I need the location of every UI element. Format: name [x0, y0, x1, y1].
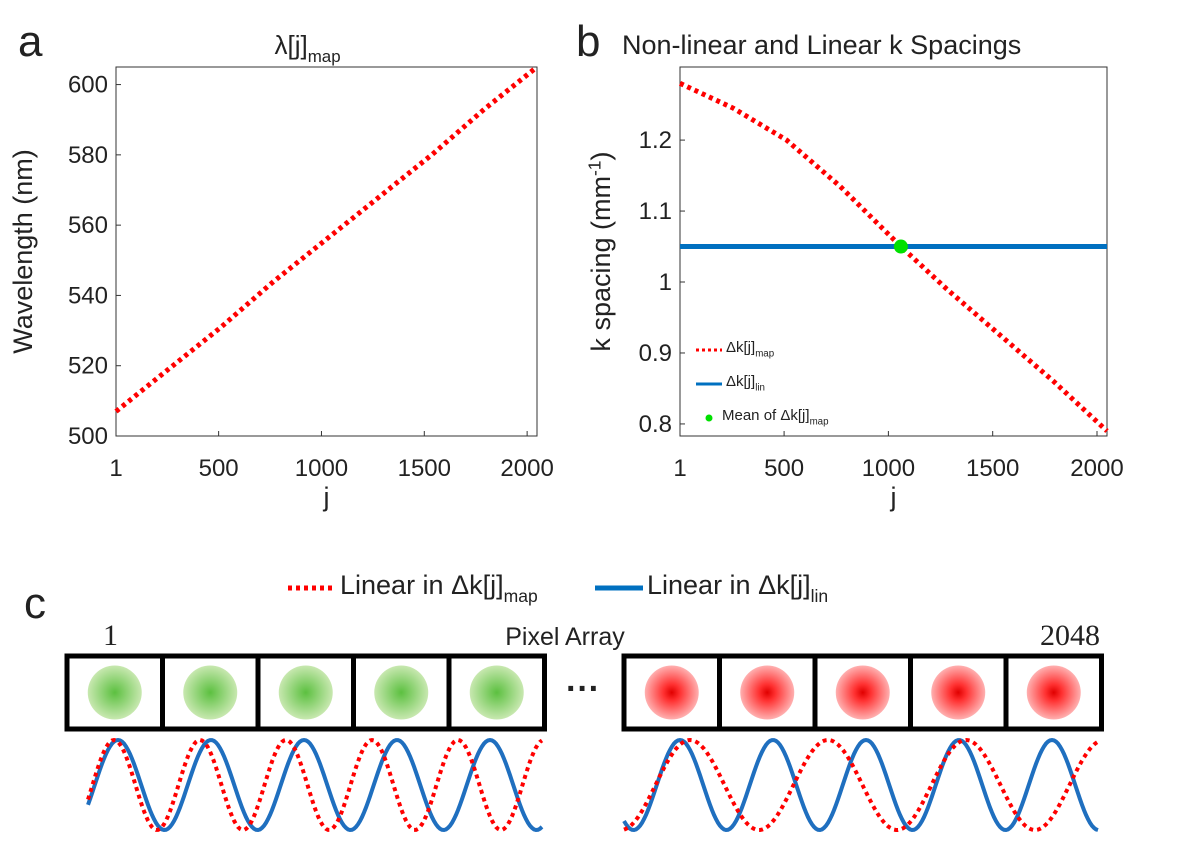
- y-axis-label-part: k spacing (mm: [586, 176, 616, 352]
- y-axis-label: Wavelength (nm): [8, 149, 38, 354]
- x-tick-label: 500: [199, 455, 239, 482]
- pixel-dot: [1026, 665, 1081, 720]
- y-tick-label: 0.8: [639, 411, 672, 438]
- x-tick-label: 2000: [1070, 455, 1123, 482]
- wave: [86, 737, 544, 832]
- y-tick-label: 1.1: [639, 198, 672, 225]
- y-tick-label: 500: [68, 423, 108, 450]
- x-tick-label: 1: [673, 455, 686, 482]
- y-tick-label: 560: [68, 212, 108, 239]
- legend-label-part: map: [810, 417, 830, 428]
- chart-title: λ[j]map: [275, 30, 341, 66]
- x-tick-label: 1: [109, 455, 122, 482]
- x-tick-label: 1500: [966, 455, 1019, 482]
- legend-label-part: lin: [811, 586, 829, 606]
- ellipsis: ···: [566, 670, 600, 708]
- legend-label: Mean of Δk[j]map: [722, 407, 829, 428]
- legend-label-part: Linear in Δk[j]: [340, 570, 504, 600]
- pixel-dot: [740, 665, 795, 720]
- pixel-dot: [644, 665, 699, 720]
- legend-label-part: Δk[j]: [726, 373, 755, 390]
- wave: [622, 737, 1099, 833]
- y-tick-label: 0.9: [639, 340, 672, 367]
- x-tick-label: 500: [764, 455, 804, 482]
- pixel-dot: [278, 665, 333, 720]
- chart-title: Non-linear and Linear k Spacings: [622, 30, 1021, 60]
- plot-area: [115, 66, 538, 437]
- legend-label: Δk[j]map: [726, 339, 775, 360]
- y-axis-label-part: ): [586, 151, 616, 160]
- last-pixel-label: 2048: [1040, 619, 1100, 652]
- plot-area: [679, 66, 1108, 437]
- x-axis-label: j: [323, 482, 330, 512]
- legend-label-part: Δk[j]: [726, 339, 755, 356]
- legend-label-part: map: [504, 586, 538, 606]
- x-axis-label: j: [890, 482, 897, 512]
- x-tick-label: 1000: [295, 455, 348, 482]
- chart-title-part: λ[j]: [275, 30, 308, 60]
- legend-label: Δk[j]lin: [726, 373, 765, 394]
- x-tick-label: 1000: [862, 455, 915, 482]
- chart-title-part: map: [308, 47, 341, 66]
- legend-label: Linear in Δk[j]lin: [647, 570, 828, 606]
- y-tick-label: 600: [68, 72, 108, 99]
- y-tick-label: 1: [659, 269, 672, 296]
- mean-point: [893, 239, 908, 254]
- x-tick-label: 2000: [500, 455, 553, 482]
- x-tick-label: 1500: [398, 455, 451, 482]
- pixel-dot: [835, 665, 890, 720]
- legend-label-part: Mean of Δk[j]: [722, 407, 810, 424]
- legend-label-part: Linear in Δk[j]: [647, 570, 811, 600]
- y-axis-label: k spacing (mm-1): [585, 151, 616, 351]
- panel-label: c: [24, 579, 46, 628]
- y-tick-label: 1.2: [639, 127, 672, 154]
- panel-label: b: [576, 17, 600, 66]
- wave: [623, 737, 1100, 832]
- panel-label: a: [18, 17, 43, 66]
- y-axis-label-part: -1: [585, 160, 605, 176]
- chart-title-part: Non-linear and Linear k Spacings: [622, 30, 1021, 60]
- legend-label-part: map: [755, 349, 775, 360]
- y-tick-label: 580: [68, 142, 108, 169]
- pixel-dot: [374, 665, 429, 720]
- pixel-dot: [87, 665, 142, 720]
- legend-label: Linear in Δk[j]map: [340, 570, 538, 606]
- data-line: [678, 81, 1109, 433]
- pixel-dot: [931, 665, 986, 720]
- pixel-dot: [183, 665, 238, 720]
- wave: [86, 737, 544, 833]
- first-pixel-label: 1: [103, 619, 118, 652]
- y-tick-label: 520: [68, 353, 108, 380]
- data-line: [114, 65, 539, 414]
- y-axis-label-part: Wavelength (nm): [8, 149, 38, 354]
- pixel-dot: [469, 665, 524, 720]
- legend-marker: [705, 414, 713, 422]
- y-tick-label: 540: [68, 282, 108, 309]
- legend-label-part: lin: [755, 383, 765, 394]
- array-title: Pixel Array: [505, 623, 625, 651]
